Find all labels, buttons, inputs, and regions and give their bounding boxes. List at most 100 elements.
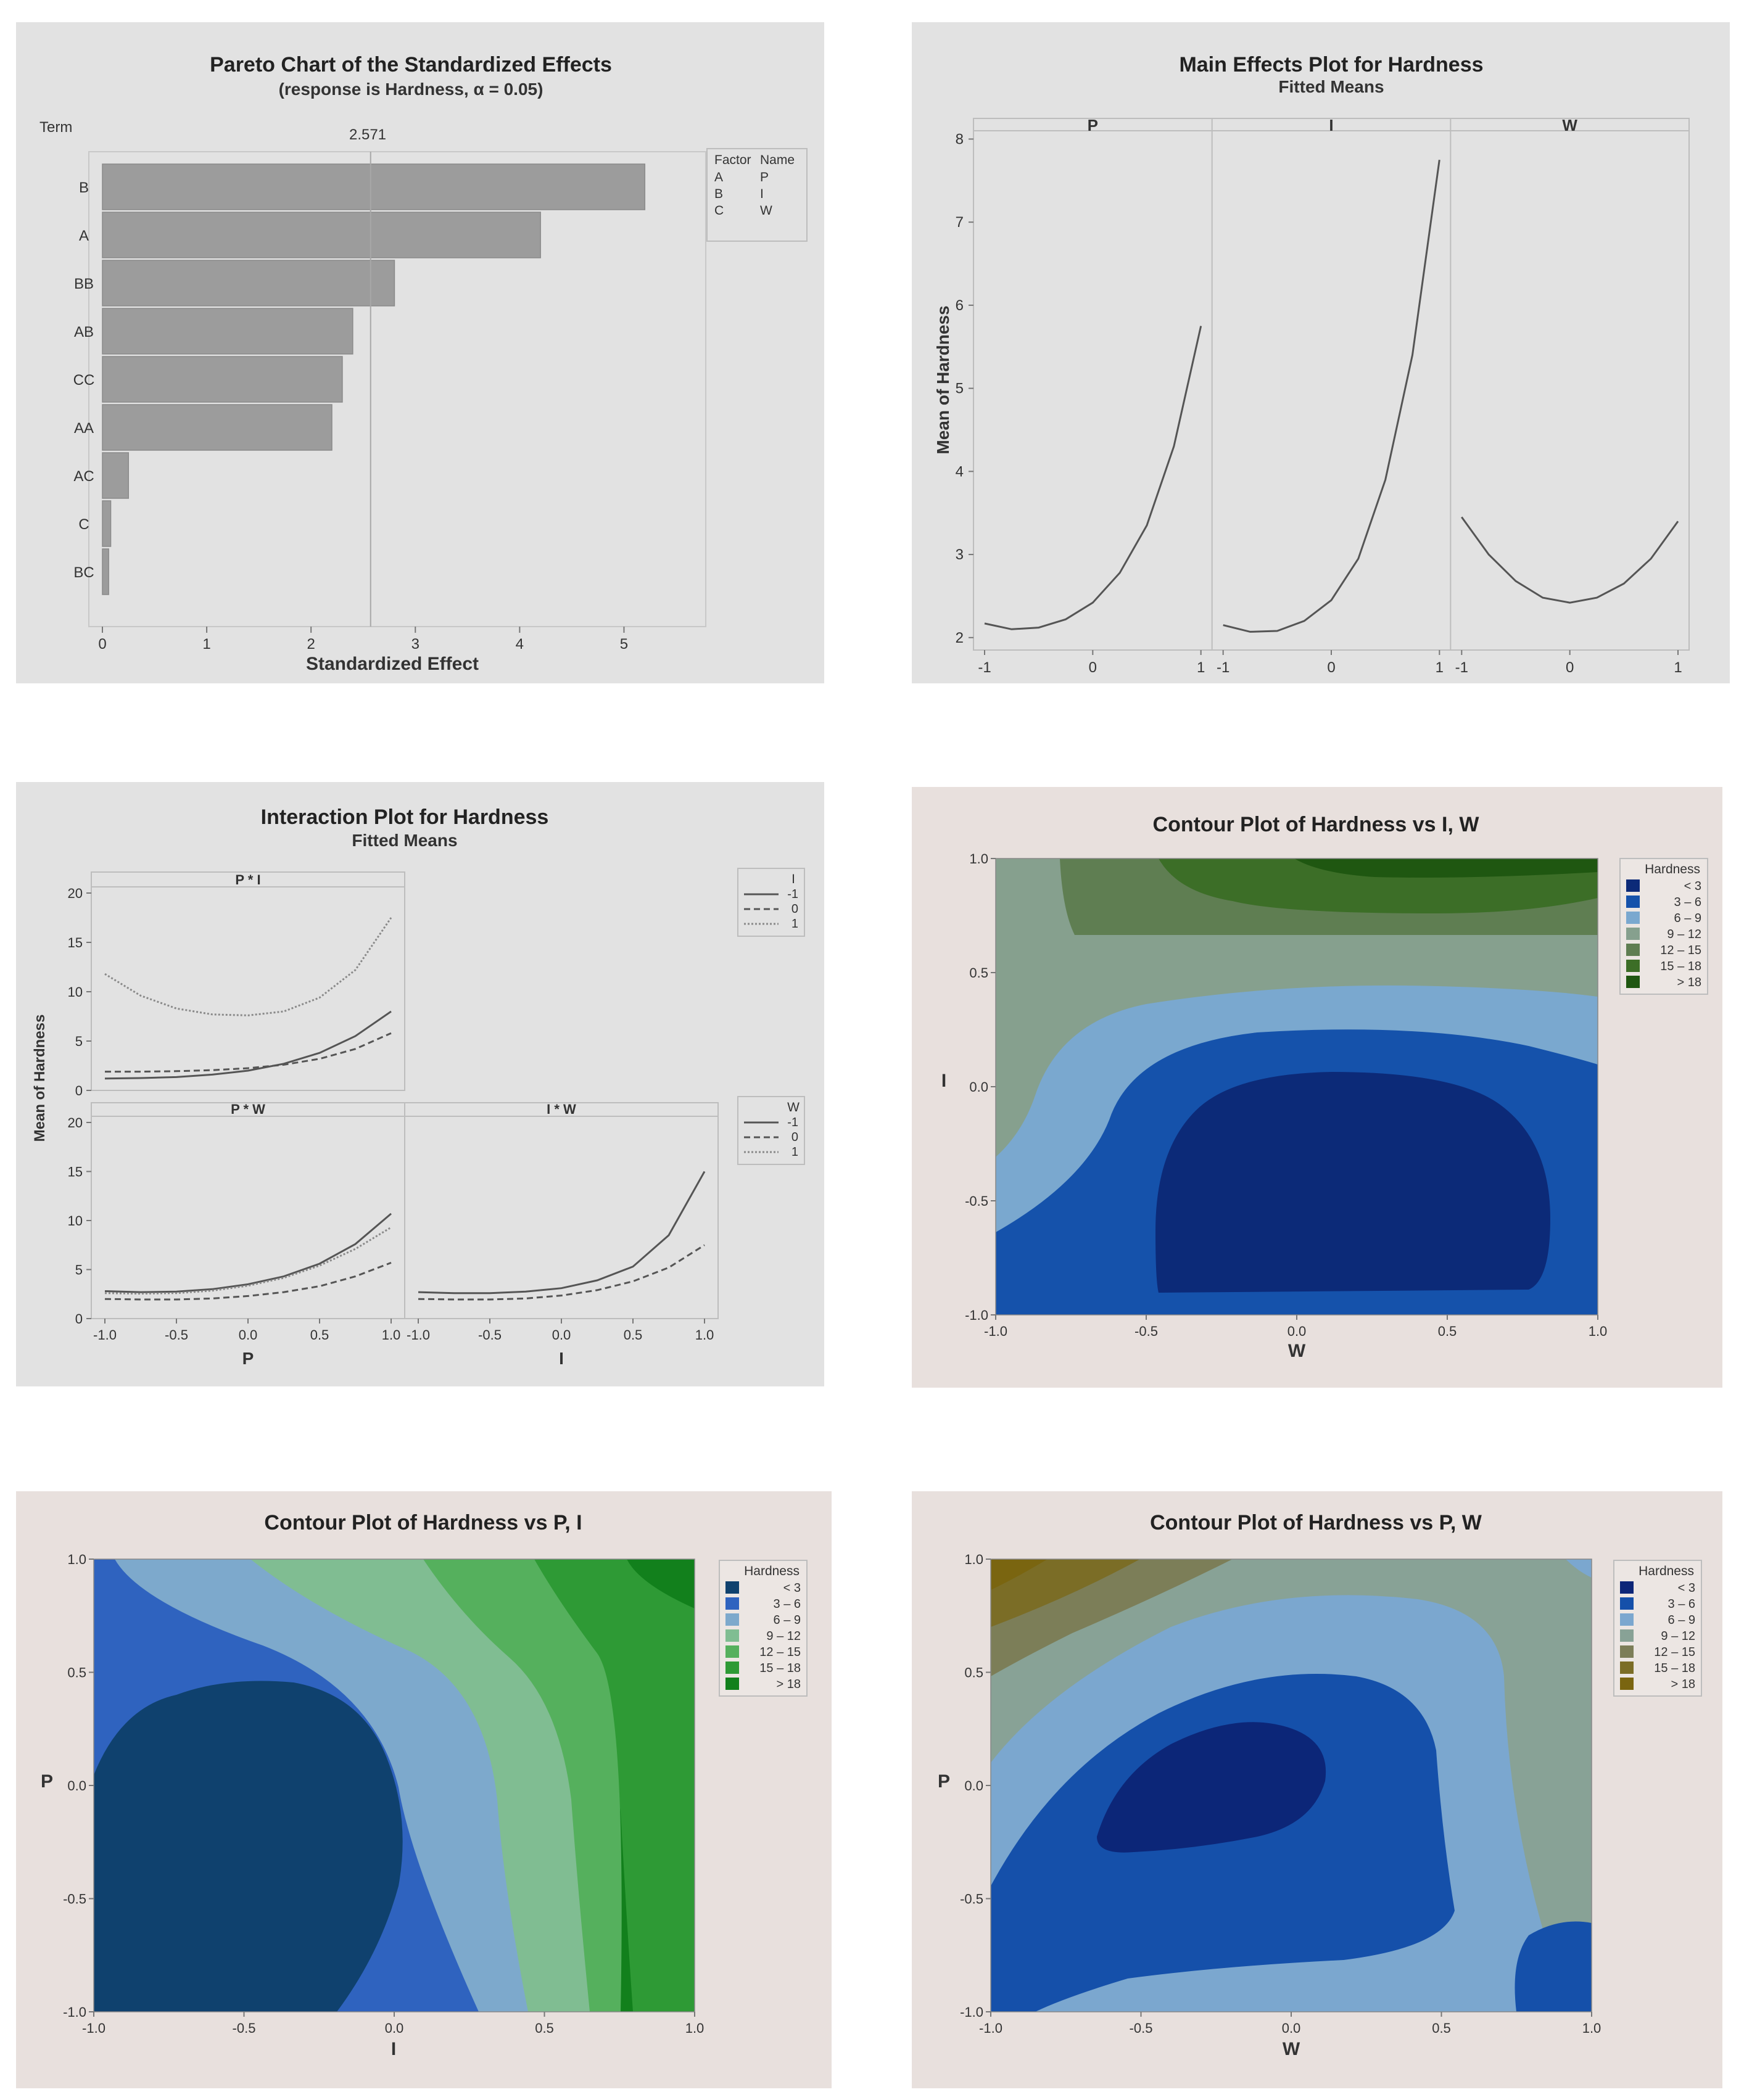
pareto-bar [102,452,130,499]
contour-legend-title: Hardness [1639,1564,1694,1578]
interaction-chart: Interaction Plot for Hardness Fitted Mea… [31,805,805,1368]
contour-legend-entry: > 18 [777,1678,801,1691]
contour-legend-title: Hardness [744,1564,800,1578]
contour-legend-entry: 6 – 9 [1674,912,1701,925]
contour-legend-swatch [725,1597,739,1610]
pareto-bar [102,404,333,451]
contour-legend-swatch [1620,1645,1634,1658]
contour-legend-swatch [1620,1678,1634,1690]
contour-iw-panel: Contour Plot of Hardness vs I, W -1.0 -1.… [912,787,1722,1388]
interaction-legend [737,868,805,937]
interaction-panel-label: I * W [547,1101,576,1117]
main-effects-y-tick-label: 4 [956,463,964,480]
main-effects-x-tick-label: 0 [1327,659,1335,676]
contour-legend-swatch [725,1661,739,1674]
pareto-category-label: AB [74,324,94,340]
pareto-category-label: BC [73,564,94,581]
contour-legend-entry: 3 – 6 [774,1597,801,1611]
contour-y-tick-label: -1.0 [965,1307,988,1323]
interaction-panel-frame [91,1102,405,1319]
contour-legend-swatch [1620,1613,1634,1626]
pareto-category-label: B [79,179,89,196]
pareto-bar [102,212,541,258]
contour-pw-x-label: W [1283,2039,1300,2059]
main-effects-x-tick-label: 1 [1197,659,1205,676]
interaction-legend-entry: 0 [791,1130,798,1144]
main-effects-panel: Main Effects Plot for Hardness Fitted Me… [912,22,1730,683]
contour-y-tick-label: 0.0 [67,1778,86,1793]
main-effects-subtitle: Fitted Means [1278,77,1384,96]
contour-legend-entry: 9 – 12 [1661,1629,1695,1643]
contour-x-tick-label: 0.5 [1438,1324,1457,1339]
pareto-x-label: Standardized Effect [306,654,479,674]
pareto-legend-header-factor: Factor [714,153,751,167]
contour-y-tick-label: -1.0 [63,2004,86,2020]
interaction-y-tick-label: 20 [68,886,83,901]
main-effects-panel-label: W [1562,116,1577,134]
pareto-legend-factor: C [714,204,724,218]
pareto-bar [102,163,646,210]
pareto-chart-panel: Pareto Chart of the Standardized Effects… [16,22,824,683]
pareto-legend-name: W [760,204,772,218]
contour-legend-entry: 6 – 9 [774,1613,801,1627]
contour-y-tick-label: 1.0 [969,851,988,867]
main-effects-frame [973,118,1690,651]
contour-y-tick-label: -0.5 [965,1193,988,1209]
contour-x-tick-label: 0.0 [1282,2020,1301,2036]
contour-legend-swatch [1620,1597,1634,1610]
contour-pw-region-6-9-corner [1566,1559,1592,1578]
interaction-legend-entry: 1 [791,917,798,931]
contour-legend-swatch [725,1678,739,1690]
contour-iw-y-label: I [941,1071,946,1091]
contour-iw-region-lt3 [1155,1072,1550,1293]
main-effects-x-tick-label: 1 [1436,659,1444,676]
contour-x-tick-label: -0.5 [233,2020,256,2036]
pareto-category-label: CC [73,372,95,389]
main-effects-y-tick-label: 7 [956,214,964,231]
contour-x-tick-label: 0.5 [535,2020,554,2036]
main-effects-x-tick-label: 0 [1089,659,1097,676]
contour-pw-panel: Contour Plot of Hardness vs P, W -1.0 -1.… [912,1491,1722,2088]
pareto-bar [102,260,395,307]
interaction-x-tick-label: -1.0 [93,1327,117,1343]
contour-pw-region-15-18 [991,1559,1140,1627]
contour-y-tick-label: -1.0 [960,2004,983,2020]
pareto-category-label: AA [74,420,94,437]
interaction-x-tick-label: 0.5 [624,1327,643,1343]
contour-legend-swatch [725,1581,739,1594]
main-effects-y-tick-label: 5 [956,381,964,397]
interaction-line [104,917,392,1016]
interaction-y-tick-label: 10 [68,1213,83,1229]
interaction-panel-label: P * I [235,872,260,887]
pareto-bar [102,308,353,355]
contour-y-tick-label: 1.0 [67,1552,86,1567]
contour-y-tick-label: 0.0 [969,1079,988,1095]
contour-x-tick-label: -0.5 [1130,2020,1153,2036]
main-effects-panel-label: P [1088,116,1098,134]
interaction-legend-entry: 0 [791,902,798,916]
pareto-legend-factor: B [714,187,723,201]
interaction-line [105,1032,392,1073]
pareto-term-label: Term [39,119,72,136]
contour-legend-entry: < 3 [1684,879,1701,893]
interaction-legend-entry: 1 [791,1145,798,1159]
contour-x-tick-label: -0.5 [1134,1324,1158,1339]
contour-legend-entry: 3 – 6 [1674,896,1701,909]
main-effects-chart: Main Effects Plot for Hardness Fitted Me… [933,53,1690,676]
contour-pi-title: Contour Plot of Hardness vs P, I [264,1511,582,1534]
pareto-reference-label: 2.571 [349,126,386,143]
pareto-category-label: A [79,228,89,244]
interaction-line [104,1010,392,1080]
contour-x-tick-label: 0.0 [385,2020,404,2036]
contour-legend-entry: 12 – 15 [1654,1645,1695,1659]
main-effects-panel-label: I [1329,116,1333,134]
main-effects-x-tick-label: -1 [1455,659,1468,676]
main-effects-x-tick-label: 1 [1674,659,1682,676]
main-effects-line [1461,516,1679,604]
pareto-x-tick-label: 2 [307,636,315,653]
contour-y-tick-label: 0.0 [964,1778,983,1793]
main-effects-y-tick-label: 2 [956,630,964,646]
contour-iw-x-label: W [1288,1341,1306,1361]
contour-pi-panel: Contour Plot of Hardness vs P, I -1.0 -1.… [16,1491,832,2088]
contour-legend-entry: < 3 [1678,1581,1695,1595]
